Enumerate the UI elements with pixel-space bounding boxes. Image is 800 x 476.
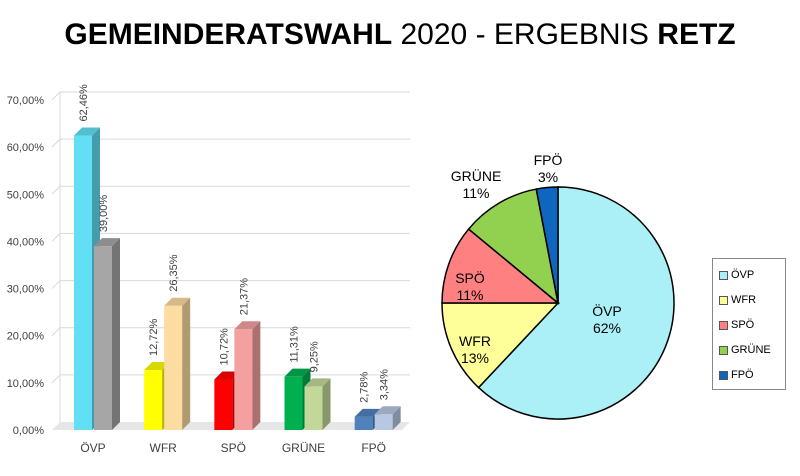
bar-side [322, 378, 331, 430]
bar-front [234, 329, 253, 430]
legend-item: SPÖ [719, 319, 754, 331]
slice-label: SPÖ [455, 269, 485, 286]
bar-top [74, 127, 100, 136]
legend-label: WFR [731, 294, 757, 306]
bar-previous [164, 297, 191, 430]
legend-item: FPÖ [719, 369, 754, 381]
data-label: 3,34% [379, 369, 391, 400]
pie-slice [441, 228, 561, 304]
bar-previous [374, 406, 401, 430]
bar-front [94, 246, 112, 430]
slice-value: 11% [457, 287, 484, 303]
slice-label: ÖVP [592, 302, 622, 319]
legend-swatch [719, 295, 728, 305]
x-tick-label: ÖVP [80, 441, 105, 455]
x-tick-label: GRÜNE [282, 441, 325, 455]
slice-value: 62% [593, 320, 621, 336]
bar-previous [304, 378, 331, 430]
y-tick-label: 20,00% [7, 331, 45, 343]
bar-side [182, 297, 191, 430]
legend-swatch [719, 370, 728, 380]
title-part3: RETZ [657, 18, 736, 51]
x-tick-label: WFR [150, 441, 178, 455]
bar-side [112, 238, 120, 430]
y-tick-label: 0,00% [13, 425, 44, 437]
bar-front [374, 414, 393, 430]
legend-label: ÖVP [731, 269, 755, 281]
legend-label: GRÜNE [731, 344, 771, 356]
y-tick-label: 30,00% [7, 284, 45, 296]
pie-slice [477, 186, 675, 420]
y-tick-label: 70,00% [7, 95, 45, 107]
bar-previous [94, 238, 120, 430]
slice-value: 11% [463, 185, 490, 201]
bar-front [284, 376, 303, 430]
legend-label: FPÖ [731, 369, 754, 381]
data-label: 21,37% [238, 278, 250, 316]
bar-front [304, 386, 323, 430]
y-tick-label: 60,00% [7, 142, 45, 154]
data-label: 9,25% [309, 341, 321, 372]
pie-slice [535, 186, 559, 304]
bar-side [392, 406, 401, 430]
data-label: 10,72% [218, 328, 230, 366]
y-tick-label: 50,00% [7, 189, 45, 201]
data-label: 39,00% [98, 195, 110, 233]
x-tick-label: SPÖ [221, 441, 246, 455]
bar-front [74, 135, 92, 430]
bar-top [164, 297, 191, 306]
pie-slice [467, 188, 560, 305]
bar-top [374, 406, 401, 415]
bar-top [94, 238, 120, 247]
bar-top [354, 408, 381, 417]
data-label: 26,35% [168, 254, 180, 292]
bar-top [214, 371, 241, 380]
legend-item: WFR [719, 294, 756, 306]
data-label: 11,31% [289, 326, 301, 363]
bar-front [164, 305, 183, 430]
data-label: 12,72% [148, 319, 160, 357]
bar-previous [234, 321, 261, 430]
slice-value: 3% [538, 169, 558, 185]
bar-front [144, 370, 163, 430]
legend-swatch [719, 320, 728, 330]
bar-front [354, 416, 373, 430]
chart-title: GEMEINDERATSWAHL 2020 - ERGEBNIS RETZ [0, 18, 800, 52]
slice-label: WFR [459, 333, 491, 349]
title-part2: 2020 - ERGEBNIS [400, 18, 649, 51]
slice-label: GRÜNE [451, 167, 502, 184]
bar-side [252, 321, 261, 430]
data-label: 62,46% [78, 84, 90, 122]
title-part1: GEMEINDERATSWAHL [64, 18, 393, 51]
legend-item: ÖVP [719, 269, 754, 281]
x-tick-label: FPÖ [361, 441, 386, 455]
bar-top [284, 368, 311, 377]
bar-top [304, 378, 331, 387]
bar-top [144, 362, 171, 371]
bar-front [214, 379, 233, 430]
slice-value: 13% [461, 350, 489, 366]
pie-slice [441, 302, 560, 389]
data-label: 2,78% [359, 371, 371, 402]
legend-swatch [719, 270, 728, 280]
bar-chart: 0,00% 10,00% 20,00% 30,00% 40,00% 50,00% 60,00… [7, 84, 410, 455]
y-tick-label: 40,00% [7, 236, 45, 248]
legend-item: GRÜNE [719, 344, 771, 356]
y-tick-label: 10,00% [7, 378, 45, 390]
slice-label: FPÖ [534, 151, 563, 168]
bar-top [234, 321, 261, 330]
legend-label: SPÖ [731, 319, 755, 331]
legend-swatch [719, 345, 728, 355]
pie-legend: ÖVP WFR SPÖ GRÜNE FPÖ [712, 258, 786, 390]
